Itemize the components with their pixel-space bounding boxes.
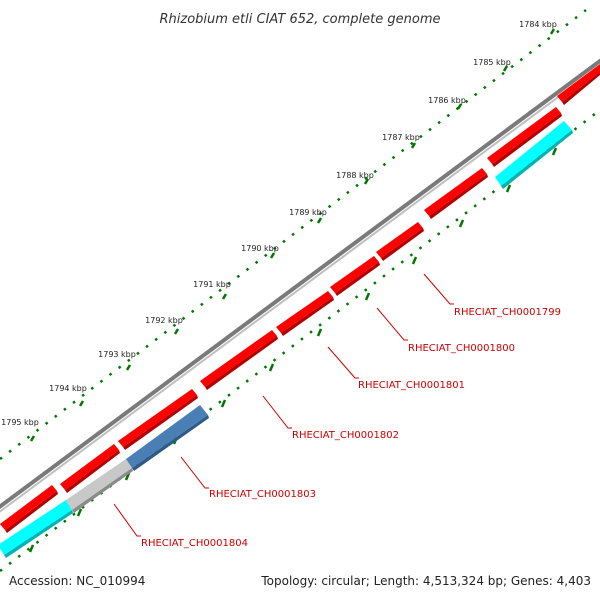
scale-label: 1786 kbp (428, 96, 466, 105)
scale-tick (363, 178, 370, 185)
scale-tick (316, 217, 323, 224)
gene-arrow[interactable] (330, 256, 380, 296)
gene-arrow[interactable] (376, 222, 424, 261)
scale-label: 1790 kbp (241, 244, 279, 253)
inner-scale-tick (551, 147, 558, 156)
gene-arrow[interactable] (424, 168, 488, 219)
gene-label-ch0001802[interactable]: RHECIAT_CH0001802 (292, 430, 399, 441)
scale-tick (269, 252, 276, 259)
backbone-line-inner (0, 64, 600, 513)
scale-tick (221, 293, 228, 300)
scale-tick (29, 435, 36, 442)
gene-arrow-steelblue[interactable] (126, 405, 209, 471)
scale-tick (502, 65, 509, 72)
scale-label: 1791 kbp (193, 280, 231, 289)
topology-text: Topology: circular; Length: 4,513,324 bp… (261, 574, 591, 588)
scale-labels: 1784 kbp 1785 kbp 1786 kbp 1787 kbp 1788 kbp… (1, 20, 557, 427)
gene-label-ch0001800[interactable]: RHECIAT_CH0001800 (408, 343, 515, 354)
scale-label: 1789 kbp (289, 208, 327, 217)
gene-arrow[interactable] (557, 64, 600, 105)
scale-tick (456, 103, 463, 110)
gene-label-ch0001799[interactable]: RHECIAT_CH0001799 (454, 307, 561, 318)
gene-arrow-grey[interactable] (66, 459, 133, 513)
inner-scale-tick (220, 399, 227, 408)
outer-dotted-track (0, 9, 587, 460)
gene-arrow[interactable] (487, 107, 562, 167)
scale-label: 1793 kbp (98, 350, 136, 359)
inner-scale-tick (76, 508, 83, 517)
gene-arrow-cyan-left[interactable] (0, 500, 73, 558)
scale-ticks (29, 28, 556, 442)
gene-label-ch0001801[interactable]: RHECIAT_CH0001801 (358, 380, 465, 391)
gene-arrow[interactable] (60, 444, 120, 493)
gene-label-leaders (113, 273, 454, 537)
scale-tick (410, 142, 417, 149)
inner-scale-tick (316, 328, 323, 337)
gene-arrow-cyan-right[interactable] (495, 121, 573, 189)
scale-label: 1792 kbp (145, 316, 183, 325)
inner-scale-tick (28, 544, 35, 553)
inner-scale-tick (411, 256, 418, 265)
gene-arrow[interactable] (200, 330, 278, 390)
scale-label: 1788 kbp (336, 171, 374, 180)
gene-label-ch0001804[interactable]: RHECIAT_CH0001804 (141, 538, 248, 549)
accession-text: Accession: NC_010994 (9, 574, 146, 588)
inner-scale-tick (505, 184, 512, 193)
backbone-line-outer (0, 58, 600, 510)
gene-features (0, 64, 600, 533)
scale-tick (125, 364, 132, 371)
gene-arrow[interactable] (276, 291, 334, 336)
scale-label: 1784 kbp (519, 20, 557, 29)
reverse-gene-features (0, 121, 573, 558)
inner-scale-tick (268, 363, 275, 372)
gene-arrow[interactable] (0, 485, 58, 533)
scale-tick (173, 328, 180, 335)
scale-label: 1785 kbp (473, 58, 511, 67)
inner-scale-tick (458, 219, 465, 228)
scale-tick (549, 28, 556, 35)
scale-label: 1787 kbp (382, 133, 420, 142)
inner-scale-tick (364, 292, 371, 301)
scale-tick (78, 400, 85, 407)
gene-label-ch0001803[interactable]: RHECIAT_CH0001803 (209, 489, 316, 500)
map-title: Rhizobium etli CIAT 652, complete genome (160, 12, 441, 27)
scale-label: 1794 kbp (49, 384, 87, 393)
gene-arrow[interactable] (118, 389, 198, 450)
scale-label: 1795 kbp (1, 418, 39, 427)
